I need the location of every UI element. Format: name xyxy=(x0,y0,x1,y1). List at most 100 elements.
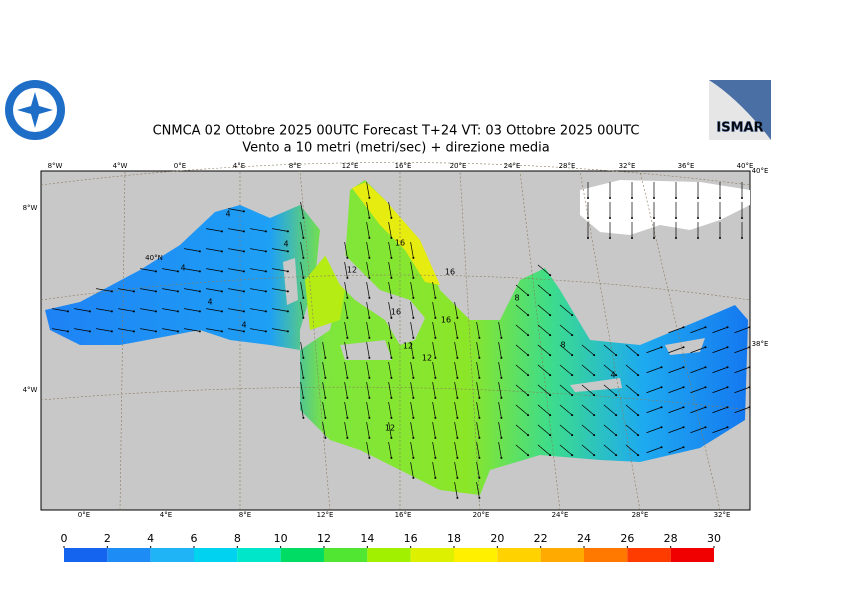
wind-arrow xyxy=(537,264,551,276)
colorbar-label: 26 xyxy=(620,532,634,545)
arrow-head xyxy=(549,454,552,457)
arrow-head xyxy=(571,354,574,357)
wind-arrow xyxy=(366,222,370,238)
arrow-head xyxy=(571,414,574,417)
arrow-head xyxy=(220,250,223,253)
arrow-head xyxy=(637,354,640,357)
arrow-head xyxy=(593,394,596,397)
colorbar-label: 6 xyxy=(191,532,198,545)
arrow-head xyxy=(571,314,574,317)
arrow-head xyxy=(412,456,415,459)
wind-arrow xyxy=(250,228,266,232)
arrow-head xyxy=(748,366,751,369)
arrow-head xyxy=(390,356,393,359)
wind-arrow xyxy=(537,324,551,336)
arrow-head xyxy=(609,237,611,239)
wind-arrow xyxy=(228,248,244,252)
arrow-head xyxy=(631,217,633,219)
arrow-head xyxy=(88,310,91,313)
wind-arrow xyxy=(344,322,348,338)
arrow-head xyxy=(631,237,633,239)
wind-arrow xyxy=(184,248,200,252)
wind-arrow xyxy=(410,282,414,298)
wind-arrow xyxy=(162,308,178,312)
arrow-head xyxy=(368,376,371,379)
wind-arrow xyxy=(366,362,370,378)
lon-label: 0°E xyxy=(174,162,186,170)
arrow-head xyxy=(456,416,459,419)
arrow-head xyxy=(527,334,530,337)
logo-text: ISMAR xyxy=(716,121,763,136)
lon-label: 8°E xyxy=(239,511,251,519)
arrow-head xyxy=(719,197,721,199)
title: CNMCA 02 Ottobre 2025 00UTC Forecast T+2… xyxy=(153,124,640,139)
colorbar-swatch xyxy=(497,548,541,562)
arrow-head xyxy=(571,454,574,457)
wind-arrow xyxy=(388,442,392,458)
arrow-head xyxy=(346,356,349,359)
arrow-head xyxy=(571,374,574,377)
arrow-head xyxy=(324,356,327,359)
arrow-head xyxy=(220,330,223,333)
wind-arrow xyxy=(712,346,728,354)
wind-arrow xyxy=(646,346,662,354)
wind-arrow xyxy=(734,406,750,414)
arrow-head xyxy=(66,330,69,333)
wind-arrow xyxy=(432,382,436,398)
arrow-head xyxy=(346,256,349,259)
wind-arrow xyxy=(52,328,68,332)
wind-arrow xyxy=(498,422,502,438)
arrow-head xyxy=(456,436,459,439)
wind-arrow xyxy=(96,328,112,332)
arrow-head xyxy=(346,276,349,279)
colorbar-swatch xyxy=(670,548,714,562)
arrow-head xyxy=(719,237,721,239)
arrow-head xyxy=(368,276,371,279)
arrow-head xyxy=(478,416,481,419)
wind-arrow xyxy=(646,426,662,434)
arrow-head xyxy=(456,496,459,499)
wind-arrow xyxy=(515,384,529,396)
arrow-head xyxy=(478,336,481,339)
colorbar-label: 4 xyxy=(147,532,154,545)
wind-arrow xyxy=(646,366,662,374)
arrow-head xyxy=(682,446,685,449)
wind-arrow xyxy=(515,364,529,376)
wind-arrow xyxy=(432,322,436,338)
wind-arrow xyxy=(734,346,750,354)
wind-arrow xyxy=(184,268,200,272)
arrow-head xyxy=(412,296,415,299)
arrow-head xyxy=(264,330,267,333)
arrow-head xyxy=(615,394,618,397)
arrow-head xyxy=(176,330,179,333)
arrow-head xyxy=(368,216,371,219)
wind-arrow xyxy=(300,202,304,218)
colorbar-swatch xyxy=(627,548,671,562)
arrow-head xyxy=(412,356,415,359)
wind-arrow xyxy=(410,422,414,438)
wind-arrow xyxy=(322,382,326,398)
contour-label: 12 xyxy=(385,424,395,433)
arrow-head xyxy=(615,354,618,357)
arrow-head xyxy=(456,376,459,379)
wind-arrow xyxy=(476,362,480,378)
arrow-head xyxy=(154,310,157,313)
arrow-head xyxy=(593,354,596,357)
arrow-head xyxy=(549,434,552,437)
wind-arrow xyxy=(498,362,502,378)
arrow-head xyxy=(88,330,91,333)
arrow-head xyxy=(302,296,305,299)
contour-label: 16 xyxy=(441,316,451,325)
colorbar-label: 30 xyxy=(707,532,721,545)
arrow-head xyxy=(434,376,437,379)
wind-arrow xyxy=(250,288,266,292)
wind-arrow xyxy=(184,288,200,292)
wind-arrow xyxy=(559,344,573,356)
wind-arrow xyxy=(734,386,750,394)
wind-arrow xyxy=(322,342,326,358)
arrow-head xyxy=(697,237,699,239)
wind-arrow xyxy=(690,346,706,354)
wind-arrow xyxy=(454,382,458,398)
wind-arrow xyxy=(625,404,639,416)
wind-arrow xyxy=(646,446,662,454)
